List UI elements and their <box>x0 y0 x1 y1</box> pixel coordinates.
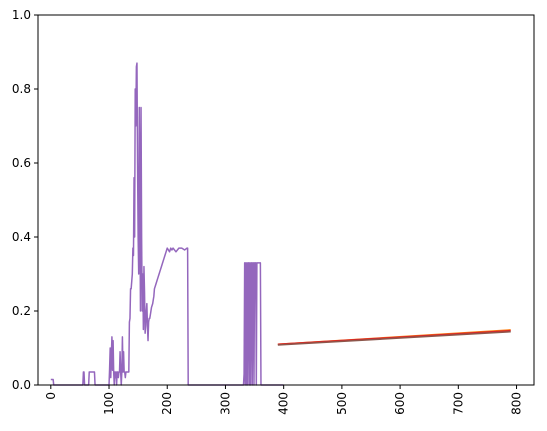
plot-frame <box>37 14 535 386</box>
axes-layer: 0 100 200 300 400 500 600 700 800 0.0 0.2 0.4 0.6 0.8… <box>12 8 524 415</box>
y-tick-label: 0.2 <box>12 304 31 318</box>
x-tick-label: 0 <box>44 392 58 400</box>
x-tick-label: 800 <box>510 392 524 415</box>
plot-background <box>38 15 534 385</box>
x-tick-label: 300 <box>218 392 232 415</box>
x-tick-label: 200 <box>160 392 174 415</box>
y-tick-label: 1.0 <box>12 8 31 22</box>
series-line-3 <box>277 330 511 346</box>
y-tick-label: 0.4 <box>12 230 31 244</box>
y-tick-label: 0.8 <box>12 82 31 96</box>
x-tick-label: 400 <box>277 392 291 415</box>
y-tick-label: 0.0 <box>12 378 31 392</box>
x-tick-label: 600 <box>393 392 407 415</box>
x-tick-label: 700 <box>451 392 465 415</box>
series-line-0 <box>50 62 284 386</box>
x-tick-label: 100 <box>102 392 116 415</box>
series-layer <box>50 62 511 386</box>
series-line-2 <box>277 329 511 346</box>
y-tick-label: 0.6 <box>12 156 31 170</box>
x-tick-label: 500 <box>335 392 349 415</box>
